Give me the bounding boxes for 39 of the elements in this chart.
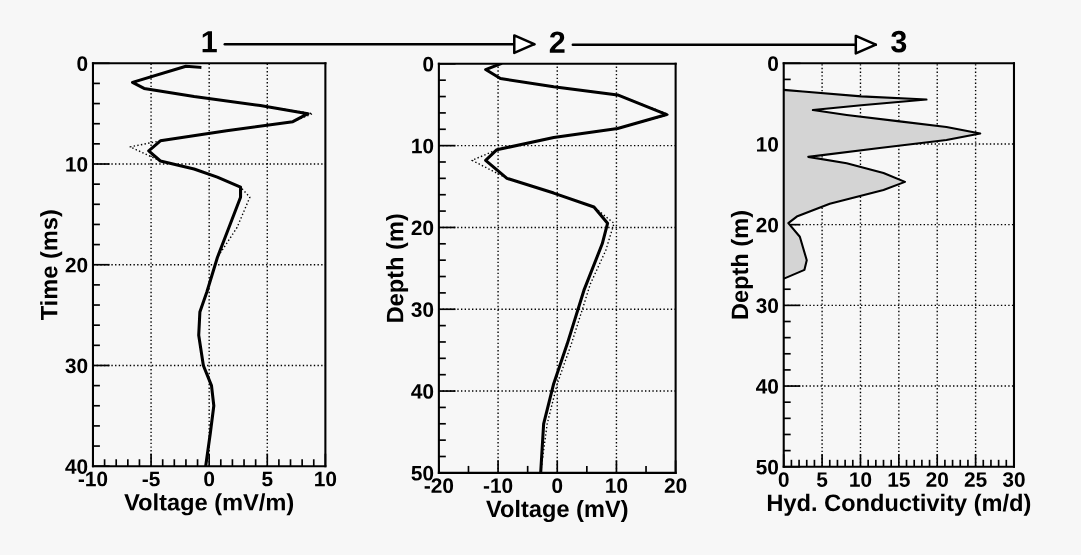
x-tick-label: 10 <box>606 478 628 494</box>
x-tick-label: 5 <box>262 471 273 487</box>
x-tick-label: 15 <box>888 472 910 487</box>
y-tick-label: 40 <box>411 384 434 399</box>
x-tick-label: 20 <box>926 472 948 487</box>
x-tick-label: 30 <box>1002 472 1025 487</box>
chart-title: 3 <box>891 30 907 53</box>
x-tick-label: -10 <box>483 478 513 494</box>
x-axis-title: Voltage (mV/m) <box>124 493 294 516</box>
y-tick-label: 20 <box>411 220 434 236</box>
x-tick-label: 10 <box>315 471 337 487</box>
y-tick-label: 10 <box>66 157 88 172</box>
x-tick-label: 10 <box>850 472 872 487</box>
y-axis-title: Depth (m) <box>386 214 409 322</box>
y-axis-title: Time (ms) <box>40 210 63 321</box>
y-tick-label: 0 <box>768 56 779 72</box>
y-tick-label: 20 <box>756 217 779 233</box>
y-tick-label: 10 <box>412 138 434 154</box>
x-tick-label: 25 <box>964 472 987 487</box>
x-tick-label: 0 <box>778 472 789 487</box>
y-axis-title: Depth (m) <box>730 211 753 319</box>
y-tick-label: 0 <box>423 56 434 72</box>
y-tick-label: 30 <box>756 298 779 314</box>
x-tick-label: 0 <box>204 471 215 487</box>
x-tick-label: 5 <box>816 472 828 487</box>
x-tick-label: 20 <box>664 478 687 494</box>
x-axis-title: Voltage (mV) <box>486 499 628 523</box>
y-tick-label: 30 <box>65 358 88 374</box>
chart-title: 1 <box>202 31 217 53</box>
y-tick-label: 20 <box>65 257 88 273</box>
chart-title: 2 <box>549 31 565 53</box>
x-axis-title: Hyd. Conductivity (m/d) <box>767 493 1031 516</box>
y-tick-label: 50 <box>756 459 779 475</box>
y-tick-label: 0 <box>77 56 88 72</box>
y-tick-label: 30 <box>411 302 434 318</box>
x-tick-label: -5 <box>142 471 160 487</box>
y-tick-label: 40 <box>756 379 779 394</box>
y-tick-label: 10 <box>757 136 779 152</box>
x-tick-label: 0 <box>552 478 563 494</box>
